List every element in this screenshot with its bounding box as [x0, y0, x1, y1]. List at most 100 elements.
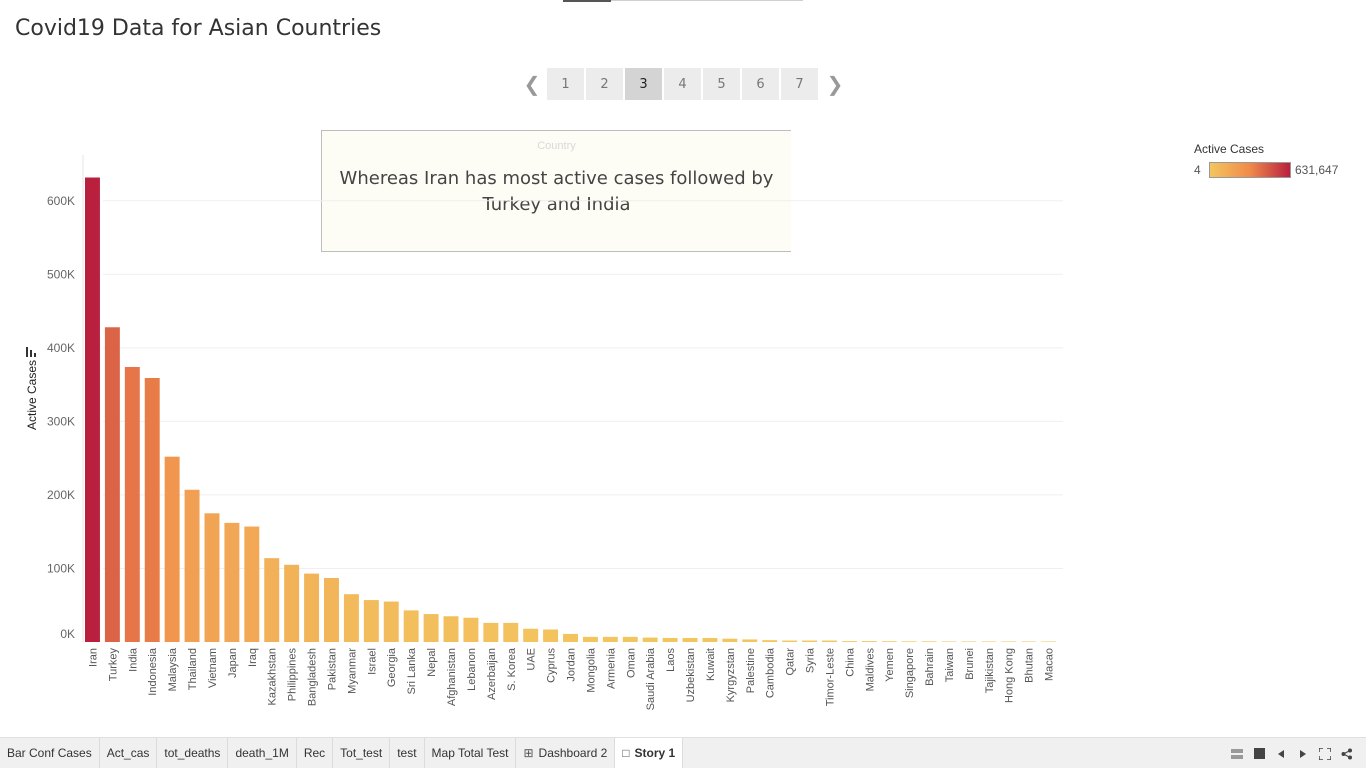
story-page-5[interactable]: 5 — [703, 68, 740, 100]
bar-maldives[interactable] — [861, 641, 877, 642]
previous-icon[interactable] — [1270, 738, 1292, 768]
sheet-tab-dashboard-2[interactable]: ⊞ Dashboard 2 — [516, 737, 616, 768]
bar-japan[interactable] — [224, 522, 240, 642]
bar-malaysia[interactable] — [164, 456, 180, 642]
bar-laos[interactable] — [662, 637, 678, 642]
sort-icon[interactable] — [26, 347, 38, 357]
bar-uae[interactable] — [523, 628, 539, 642]
x-tick-label: Bahrain — [924, 648, 936, 686]
x-tick-label: Hong Kong — [1004, 648, 1016, 703]
bar-philippines[interactable] — [284, 564, 300, 642]
sheet-tab-test[interactable]: test — [390, 737, 425, 768]
bar-georgia[interactable] — [383, 601, 399, 642]
sheet-tab-death-1m[interactable]: death_1M — [228, 737, 297, 768]
bar-iran[interactable] — [85, 177, 100, 643]
fullscreen-icon[interactable] — [1314, 738, 1336, 768]
bar-saudi-arabia[interactable] — [642, 637, 658, 642]
bar-palestine[interactable] — [742, 639, 758, 642]
bar-tajikistan[interactable] — [981, 641, 997, 643]
bar-timor-leste[interactable] — [821, 640, 837, 642]
x-tick-label: Thailand — [187, 648, 199, 690]
x-tick-label: Tajikistan — [984, 648, 996, 693]
bar-yemen[interactable] — [881, 641, 897, 642]
bar-bangladesh[interactable] — [304, 573, 320, 642]
story-page-1[interactable]: 1 — [547, 68, 584, 100]
bar-oman[interactable] — [622, 636, 638, 642]
x-tick-label: Maldives — [864, 648, 876, 692]
stop-icon[interactable] — [1248, 738, 1270, 768]
x-tick-label: Brunei — [964, 648, 976, 680]
x-tick-label: S. Korea — [506, 647, 518, 691]
share-icon[interactable] — [1336, 738, 1358, 768]
bar-iraq[interactable] — [244, 526, 260, 642]
bar-cyprus[interactable] — [543, 629, 559, 643]
bar-macao[interactable] — [1041, 641, 1057, 643]
legend-title: Active Cases — [1194, 142, 1265, 156]
bar-hong-kong[interactable] — [1001, 641, 1017, 643]
y-tick-label: 400K — [47, 341, 75, 355]
story-page-3[interactable]: 3 — [625, 68, 662, 100]
sheet-tab-tot-test[interactable]: Tot_test — [333, 737, 391, 768]
tab-controls — [1226, 738, 1358, 768]
story-page-4[interactable]: 4 — [664, 68, 701, 100]
bar-qatar[interactable] — [782, 640, 798, 642]
bar-bahrain[interactable] — [921, 641, 937, 642]
sheet-tab-label: tot_deaths — [164, 746, 221, 760]
bar-israel[interactable] — [363, 600, 379, 642]
bar-bhutan[interactable] — [1021, 641, 1037, 643]
bar-thailand[interactable] — [184, 489, 200, 642]
bar-kuwait[interactable] — [702, 637, 718, 642]
bar-afghanistan[interactable] — [443, 616, 459, 642]
bar-jordan[interactable] — [563, 633, 578, 642]
bar-lebanon[interactable] — [463, 617, 479, 642]
bar-kyrgyzstan[interactable] — [722, 638, 738, 642]
x-tick-label: Georgia — [386, 647, 398, 687]
bar-myanmar[interactable] — [343, 594, 359, 642]
sheet-tab-bar: Bar Conf Cases Act_cas tot_deaths death_1M R… — [0, 737, 1366, 768]
legend-row: 4 631,647 — [1194, 162, 1354, 178]
bar-cambodia[interactable] — [762, 640, 778, 642]
story-page-2[interactable]: 2 — [586, 68, 623, 100]
sheet-tab-bar-conf-cases[interactable]: Bar Conf Cases — [0, 737, 100, 768]
sheet-tab-act-cas[interactable]: Act_cas — [100, 737, 158, 768]
bar-vietnam[interactable] — [204, 513, 220, 642]
bar-mongolia[interactable] — [582, 636, 598, 642]
bar-armenia[interactable] — [602, 636, 618, 642]
x-tick-label: Cyprus — [546, 648, 558, 683]
bar-nepal[interactable] — [423, 614, 439, 642]
active-cases-bar-chart: 0K 100K 200K 300K 400K 500K 600K Active Cases Ir… — [25, 155, 1063, 710]
bar-pakistan[interactable] — [324, 578, 339, 642]
bar-azerbaijan[interactable] — [483, 622, 499, 642]
bar-sri-lanka[interactable] — [403, 610, 419, 642]
story-point-indicator — [563, 0, 803, 2]
bar-kazakhstan[interactable] — [264, 558, 280, 642]
sheet-tab-tot-deaths[interactable]: tot_deaths — [157, 737, 229, 768]
next-icon[interactable] — [1292, 738, 1314, 768]
sheet-tab-map-total-test[interactable]: Map Total Test — [425, 737, 517, 768]
chevron-left-icon[interactable]: ❮ — [523, 72, 541, 96]
bar-india[interactable] — [124, 366, 140, 642]
bar-taiwan[interactable] — [941, 641, 957, 643]
show-tabs-icon[interactable] — [1226, 738, 1248, 768]
bar-turkey[interactable] — [104, 327, 120, 642]
bar-indonesia[interactable] — [144, 378, 160, 642]
y-tick-label: 200K — [47, 488, 75, 502]
x-tick-label: Uzbekistan — [685, 648, 697, 702]
bar-singapore[interactable] — [901, 641, 917, 642]
bar-uzbekistan[interactable] — [682, 637, 698, 642]
story-page-7[interactable]: 7 — [781, 68, 818, 100]
sheet-tab-story-1[interactable]: □ Story 1 — [615, 737, 684, 768]
bar-syria[interactable] — [802, 640, 817, 642]
story-book-icon: □ — [622, 746, 630, 760]
story-page-6[interactable]: 6 — [742, 68, 779, 100]
story-point-indicator-active — [563, 0, 611, 2]
sheet-tab-label: Bar Conf Cases — [7, 746, 92, 760]
bar-brunei[interactable] — [961, 641, 977, 643]
sheet-tab-label: Tot_test — [340, 746, 383, 760]
x-tick-label: Macao — [1044, 648, 1056, 681]
legend-max-label: 631,647 — [1295, 163, 1339, 177]
bar-s-korea[interactable] — [503, 622, 519, 642]
bar-china[interactable] — [841, 641, 857, 642]
chevron-right-icon[interactable]: ❯ — [826, 72, 844, 96]
sheet-tab-rec[interactable]: Rec — [297, 737, 334, 768]
